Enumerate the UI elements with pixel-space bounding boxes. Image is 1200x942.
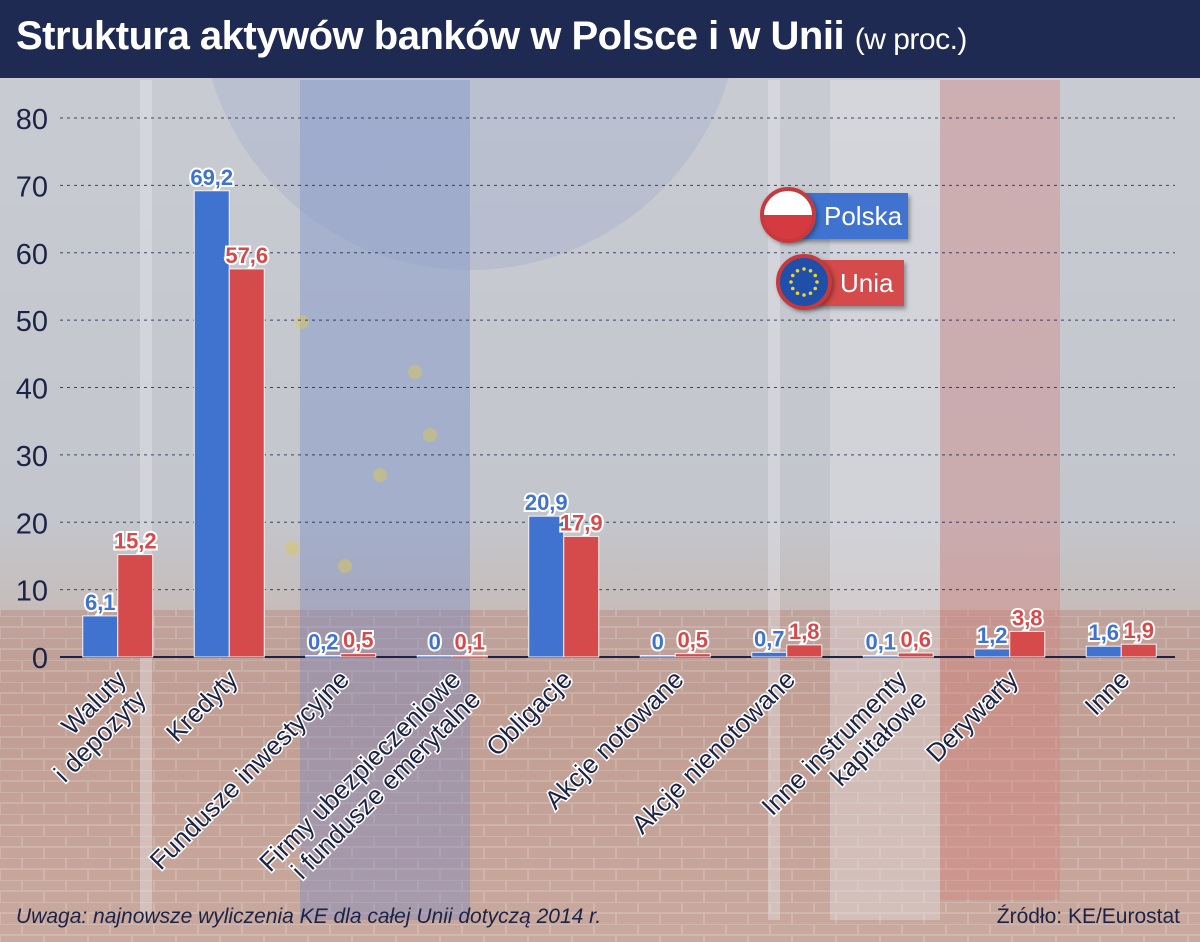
legend-label-unia: Unia <box>840 268 894 298</box>
x-tick-label: Obligacje <box>479 663 580 764</box>
y-tick-label: 40 <box>16 374 48 406</box>
data-label: 1,9 <box>1123 618 1154 643</box>
bar-polska <box>82 615 119 658</box>
x-tick-label-line: Derywarty <box>920 664 1024 768</box>
x-tick-label: Kredyty <box>158 663 245 750</box>
y-tick-label: 70 <box>16 171 48 203</box>
data-label: 0,6 <box>900 627 931 652</box>
y-tick-label: 10 <box>16 576 48 608</box>
eu-star-icon <box>802 267 806 271</box>
eu-star-icon <box>795 291 800 296</box>
eu-star-icon <box>790 286 795 291</box>
bar-polska <box>193 190 230 658</box>
data-label: 0,1 <box>454 630 485 655</box>
chart-title-unit: (w proc.) <box>854 23 968 56</box>
data-label: 1,2 <box>977 623 1008 648</box>
data-label: 0,1 <box>865 630 896 655</box>
x-tick-label: Inne <box>1077 663 1137 723</box>
eu-star-icon <box>802 293 806 297</box>
data-label: 0,2 <box>308 630 339 655</box>
eu-flag-icon <box>776 254 832 310</box>
bar-unia <box>1120 643 1157 658</box>
eu-star-icon <box>815 280 819 284</box>
bar-unia <box>228 268 265 658</box>
bar-polska <box>1085 645 1122 658</box>
data-label: 57,6 <box>225 243 268 268</box>
poland-flag-icon <box>760 187 816 243</box>
eu-star-icon <box>808 268 813 273</box>
footnote: Uwaga: najnowsze wyliczenia KE dla całej… <box>16 905 602 928</box>
bar-unia <box>786 644 823 658</box>
bar-polska <box>862 655 899 658</box>
data-label: 0,5 <box>677 628 708 653</box>
data-label: 20,9 <box>525 490 568 515</box>
bar-polska <box>639 655 676 658</box>
bar-polska <box>751 651 788 658</box>
data-label: 0,5 <box>343 628 374 653</box>
data-label: 17,9 <box>560 510 603 535</box>
bar-unia <box>674 653 711 658</box>
data-label: 1,6 <box>1088 620 1119 645</box>
data-label: 0,7 <box>754 626 785 651</box>
bar-polska <box>305 655 342 658</box>
eu-stars-decoration <box>285 315 437 573</box>
title-bar: Struktura aktywów banków w Polsce i w Un… <box>0 0 1200 78</box>
bar-polska <box>974 648 1011 658</box>
data-label: 3,8 <box>1012 605 1043 630</box>
eu-star-icon <box>813 273 818 278</box>
data-label: 1,8 <box>789 619 820 644</box>
bar-unia <box>117 554 154 658</box>
bar-polska <box>416 655 453 658</box>
y-tick-label: 30 <box>16 441 48 473</box>
eu-star-icon <box>795 268 800 273</box>
chart-title: Struktura aktywów banków w Polsce i w Un… <box>16 14 968 58</box>
x-tick-label-line: Firmy ubezpieczeniowe <box>253 664 466 877</box>
data-label: 69,2 <box>190 165 233 190</box>
bar-unia <box>897 652 934 658</box>
y-tick-label: 80 <box>16 104 48 136</box>
x-tick-label: Derywarty <box>919 663 1026 770</box>
bar-unia <box>340 653 377 658</box>
x-tick-label-line: Inne <box>1078 664 1135 721</box>
eu-star-icon <box>790 273 795 278</box>
bar-unia <box>563 535 600 658</box>
legend-item-polska: Polska <box>760 187 908 243</box>
legend-item-unia: Unia <box>776 254 904 310</box>
data-label: 0 <box>429 630 441 655</box>
bar-unia <box>451 655 488 658</box>
eu-star-icon <box>789 280 793 284</box>
y-tick-label: 20 <box>16 508 48 540</box>
bar-unia <box>1009 630 1046 658</box>
legend-label-polska: Polska <box>824 201 903 231</box>
x-tick-label-line: Obligacje <box>480 664 578 762</box>
bar-polska <box>528 515 565 658</box>
x-tick-label-line: Kredyty <box>160 664 244 748</box>
data-label: 6,1 <box>85 590 116 615</box>
data-label: 15,2 <box>114 529 157 554</box>
y-tick-label: 60 <box>16 239 48 271</box>
data-label: 0 <box>652 630 664 655</box>
eu-star-icon <box>813 286 818 291</box>
source-note: Źródło: KE/Eurostat <box>996 905 1180 928</box>
y-tick-label: 50 <box>16 306 48 338</box>
eu-star-icon <box>808 291 813 296</box>
y-tick-label: 0 <box>32 643 48 675</box>
